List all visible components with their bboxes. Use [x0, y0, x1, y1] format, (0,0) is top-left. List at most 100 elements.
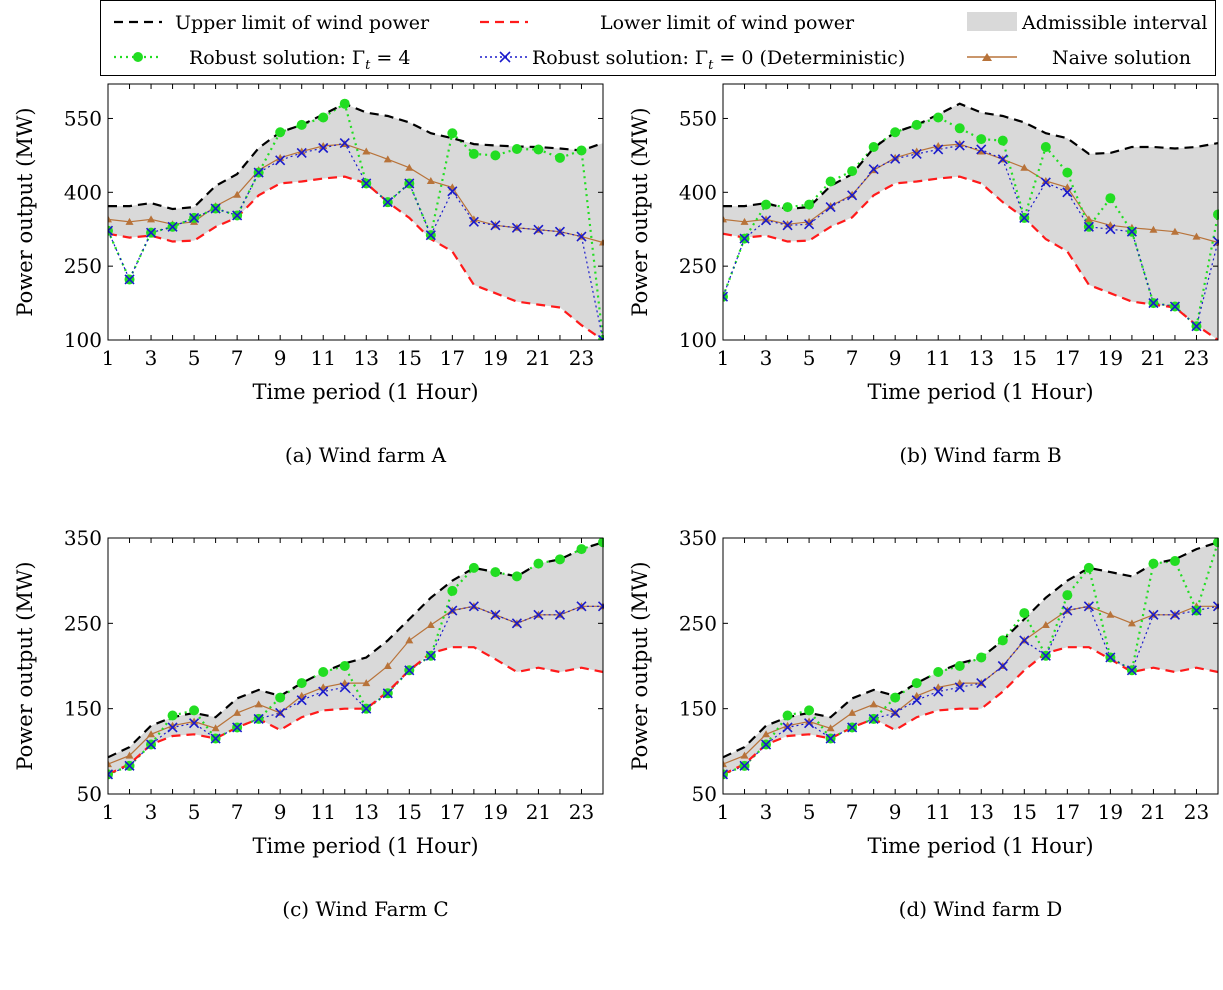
naive-solution-point [723, 215, 727, 223]
x-tick-label: 7 [231, 800, 244, 824]
robust-gamma0-point [782, 722, 793, 733]
robust-gamma4-point [997, 635, 1008, 646]
naive-solution-point [125, 217, 134, 225]
x-tick-label: 11 [925, 346, 950, 370]
x-tick-label: 23 [1184, 800, 1209, 824]
robust-gamma4-point [447, 128, 458, 139]
naive-solution-point [1106, 610, 1115, 618]
robust-gamma0-point [232, 210, 243, 221]
robust-gamma0-point [275, 155, 286, 166]
robust-gamma0-point [253, 167, 264, 178]
robust-gamma0-point [232, 722, 243, 733]
robust-gamma4-point [533, 558, 544, 569]
robust-gamma0-point [189, 718, 200, 729]
robust-gamma0-point [890, 707, 901, 718]
plot-area [723, 102, 1219, 340]
robust-gamma4-point [318, 112, 329, 123]
robust-gamma0-point [911, 695, 922, 706]
x-tick-label: 1 [102, 800, 115, 824]
robust-gamma4-point [296, 119, 307, 130]
naive-solution-point [805, 717, 814, 725]
robust-gamma0-point [760, 739, 772, 750]
robust-gamma4-point [825, 176, 836, 187]
y-tick-label: 250 [679, 254, 717, 278]
x-tick-label: 11 [925, 800, 950, 824]
robust-gamma0-point [1105, 652, 1116, 663]
robust-gamma0-point [739, 233, 750, 244]
naive-solution-point [190, 717, 199, 725]
robust-gamma0-line [723, 605, 1219, 775]
robust-gamma4-point [576, 145, 587, 156]
admissible-interval-area [108, 542, 603, 775]
y-tick-label: 350 [64, 530, 102, 550]
y-tick-label: 150 [64, 697, 102, 721]
naive-solution-point [869, 700, 878, 708]
naive-solution-point [405, 636, 414, 644]
legend-frame [100, 0, 1216, 76]
robust-gamma4-point [490, 567, 501, 578]
x-axis-label: Time period (1 Hour) [252, 380, 478, 404]
x-tick-label: 9 [889, 800, 902, 824]
x-tick-label: 13 [969, 346, 994, 370]
x-tick-label: 5 [188, 800, 201, 824]
robust-gamma0-point [804, 219, 815, 230]
robust-gamma0-point [318, 142, 329, 154]
x-tick-label: 15 [397, 800, 422, 824]
robust-gamma4-point [554, 152, 565, 163]
legend-robust4-marker [133, 52, 143, 62]
legend-robust0-text: Robust solution: Γ [532, 47, 708, 69]
robust-gamma0-point [361, 178, 372, 189]
robust-gamma0-point [468, 216, 479, 227]
robust-gamma0-point [468, 601, 479, 612]
robust-gamma0-point [1083, 601, 1094, 612]
x-tick-label: 19 [483, 800, 508, 824]
robust-gamma4-point [490, 150, 501, 161]
robust-gamma4-point [723, 769, 728, 780]
x-tick-label: 7 [846, 346, 859, 370]
naive-solution-point [762, 730, 771, 738]
panel-caption: (d) Wind farm D [899, 897, 1063, 921]
robust-gamma4-point [890, 692, 901, 703]
x-tick-label: 11 [310, 800, 335, 824]
naive-solution-point [233, 190, 242, 198]
x-tick-label: 21 [526, 800, 551, 824]
naive-solution-point [762, 215, 771, 223]
robust-gamma4-point [1169, 556, 1180, 567]
robust-gamma0-point [145, 227, 157, 238]
x-tick-label: 3 [760, 346, 773, 370]
robust-gamma4-point [275, 127, 286, 138]
robust-gamma4-point [275, 692, 286, 703]
robust-gamma0-point [868, 164, 879, 175]
robust-gamma4-point [468, 562, 479, 573]
x-tick-label: 21 [1141, 346, 1166, 370]
naive-solution-point [147, 730, 156, 738]
robust-gamma4-point [782, 710, 793, 721]
x-tick-label: 19 [1098, 800, 1123, 824]
robust-gamma4-point [576, 544, 587, 555]
x-tick-label: 3 [145, 346, 158, 370]
robust-gamma0-point [1019, 212, 1030, 223]
legend-robust0-sub: t [708, 58, 714, 73]
x-tick-label: 23 [1184, 346, 1209, 370]
robust-gamma0-point [167, 722, 178, 733]
robust-gamma0-point [189, 212, 200, 223]
robust-gamma0-point [210, 733, 221, 744]
robust-gamma0-point [954, 140, 965, 151]
robust-gamma4-point [1040, 142, 1051, 153]
naive-solution-point [783, 220, 792, 228]
y-tick-label: 350 [679, 530, 717, 550]
robust-gamma4-point [804, 705, 815, 716]
naive-solution-point [955, 140, 964, 148]
robust-gamma0-point [167, 221, 178, 232]
robust-gamma4-point [911, 119, 922, 130]
x-tick-label: 1 [717, 800, 730, 824]
naive-solution-point [1127, 619, 1136, 627]
robust-gamma0-point [124, 274, 135, 285]
naive-solution-point [426, 621, 435, 629]
x-tick-label: 17 [440, 346, 465, 370]
robust-gamma0-point [825, 733, 836, 744]
y-tick-label: 250 [64, 611, 102, 635]
robust-gamma0-point [511, 222, 522, 233]
